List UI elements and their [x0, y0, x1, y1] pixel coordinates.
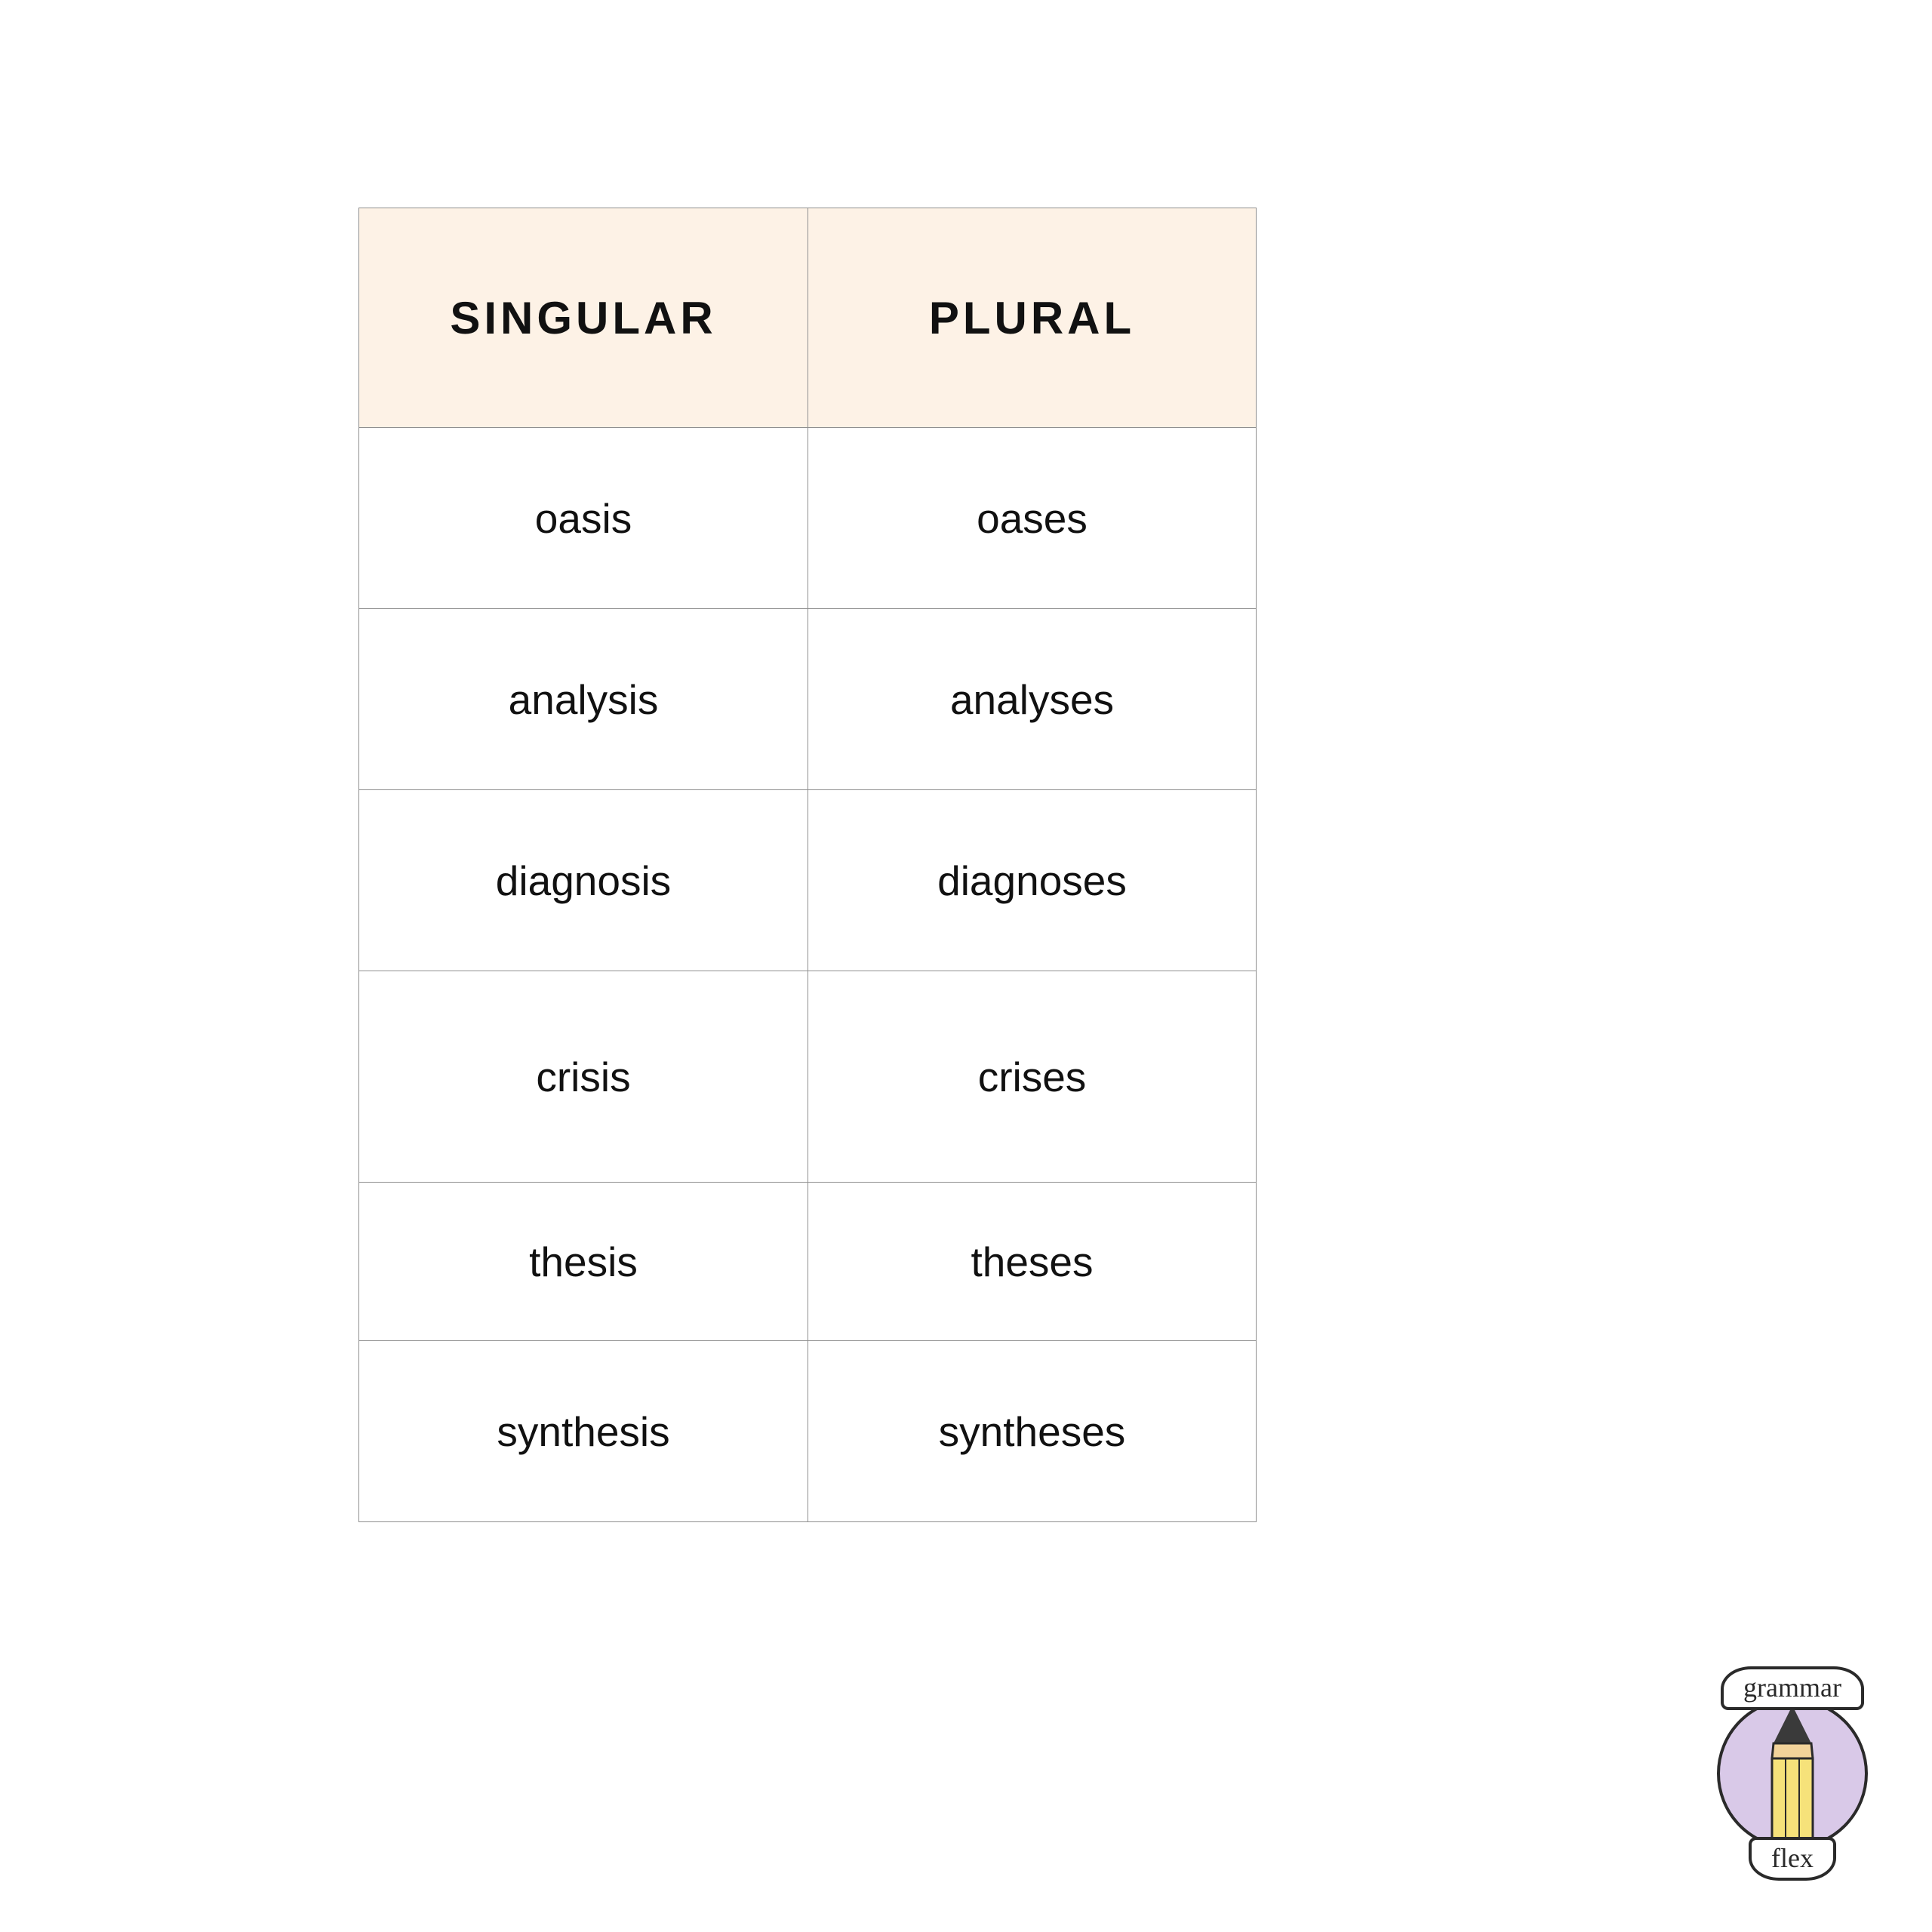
- table-row: diagnosis diagnoses: [359, 789, 1256, 971]
- singular-cell: diagnosis: [359, 790, 808, 971]
- table-header-row: SINGULAR PLURAL: [359, 208, 1256, 427]
- logo-top-text: grammar: [1721, 1666, 1864, 1710]
- singular-cell: oasis: [359, 428, 808, 608]
- logo-bottom-text: flex: [1749, 1837, 1836, 1881]
- pencil-icon: [1758, 1702, 1826, 1845]
- plural-cell: crises: [808, 971, 1256, 1182]
- singular-cell: crisis: [359, 971, 808, 1182]
- plural-table: SINGULAR PLURAL oasis oases analysis ana…: [358, 208, 1257, 1522]
- column-header-singular: SINGULAR: [359, 208, 808, 427]
- table-row: crisis crises: [359, 971, 1256, 1182]
- singular-cell: synthesis: [359, 1341, 808, 1521]
- table-row: analysis analyses: [359, 608, 1256, 789]
- table-row: thesis theses: [359, 1182, 1256, 1340]
- grammar-flex-logo: grammar flex: [1698, 1660, 1887, 1887]
- table-row: oasis oases: [359, 427, 1256, 608]
- plural-cell: analyses: [808, 609, 1256, 789]
- plural-cell: syntheses: [808, 1341, 1256, 1521]
- plural-cell: diagnoses: [808, 790, 1256, 971]
- table-row: synthesis syntheses: [359, 1340, 1256, 1521]
- plural-cell: oases: [808, 428, 1256, 608]
- singular-cell: thesis: [359, 1183, 808, 1340]
- plural-cell: theses: [808, 1183, 1256, 1340]
- column-header-plural: PLURAL: [808, 208, 1256, 427]
- singular-cell: analysis: [359, 609, 808, 789]
